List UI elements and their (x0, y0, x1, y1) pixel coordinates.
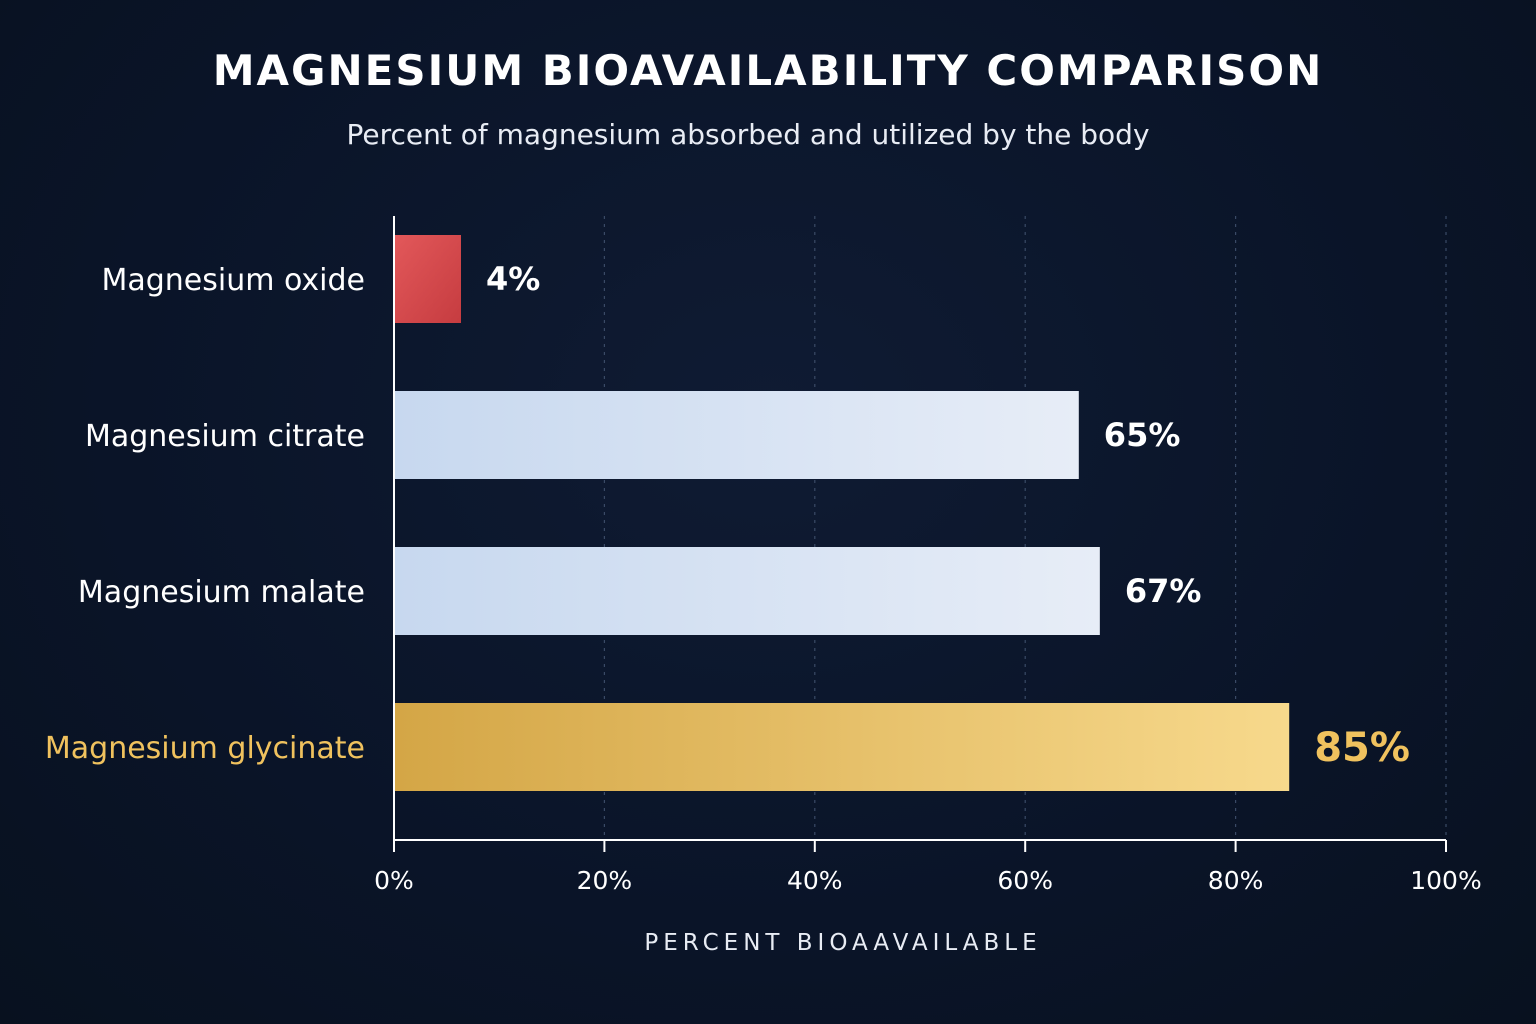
x-tick-label: 60% (997, 866, 1053, 895)
category-label: Magnesium citrate (85, 419, 365, 454)
bars (395, 235, 1290, 791)
labels: 0% 20% 40% 60% 80% 100% Magnesium oxide Magnesi… (45, 260, 1482, 956)
bar-magnesium-oxide (395, 235, 461, 323)
x-tick-label: 40% (787, 866, 843, 895)
bar-magnesium-malate (395, 547, 1100, 635)
chart-subtitle: Percent of magnesium absorbed and utiliz… (346, 118, 1150, 151)
x-tick-label: 80% (1208, 866, 1264, 895)
bar-magnesium-citrate (395, 391, 1079, 479)
category-label: Magnesium glycinate (45, 731, 365, 766)
axes (393, 216, 1447, 852)
category-label: Magnesium oxide (101, 263, 365, 298)
value-label: 67% (1125, 572, 1202, 610)
chart-title: MAGNESIUM BIOAVAILABILITY COMPARISON (212, 46, 1324, 95)
category-label: Magnesium malate (78, 575, 365, 610)
x-tick-label: 100% (1410, 866, 1481, 895)
x-tick-label: 0% (374, 866, 414, 895)
bar-magnesium-glycinate (395, 703, 1290, 791)
value-label: 4% (486, 260, 540, 298)
x-axis-title: PERCENT BIOAAVAILABLE (644, 930, 1041, 956)
value-label: 85% (1314, 725, 1410, 771)
x-tick-label: 20% (577, 866, 633, 895)
value-label: 65% (1104, 416, 1181, 454)
